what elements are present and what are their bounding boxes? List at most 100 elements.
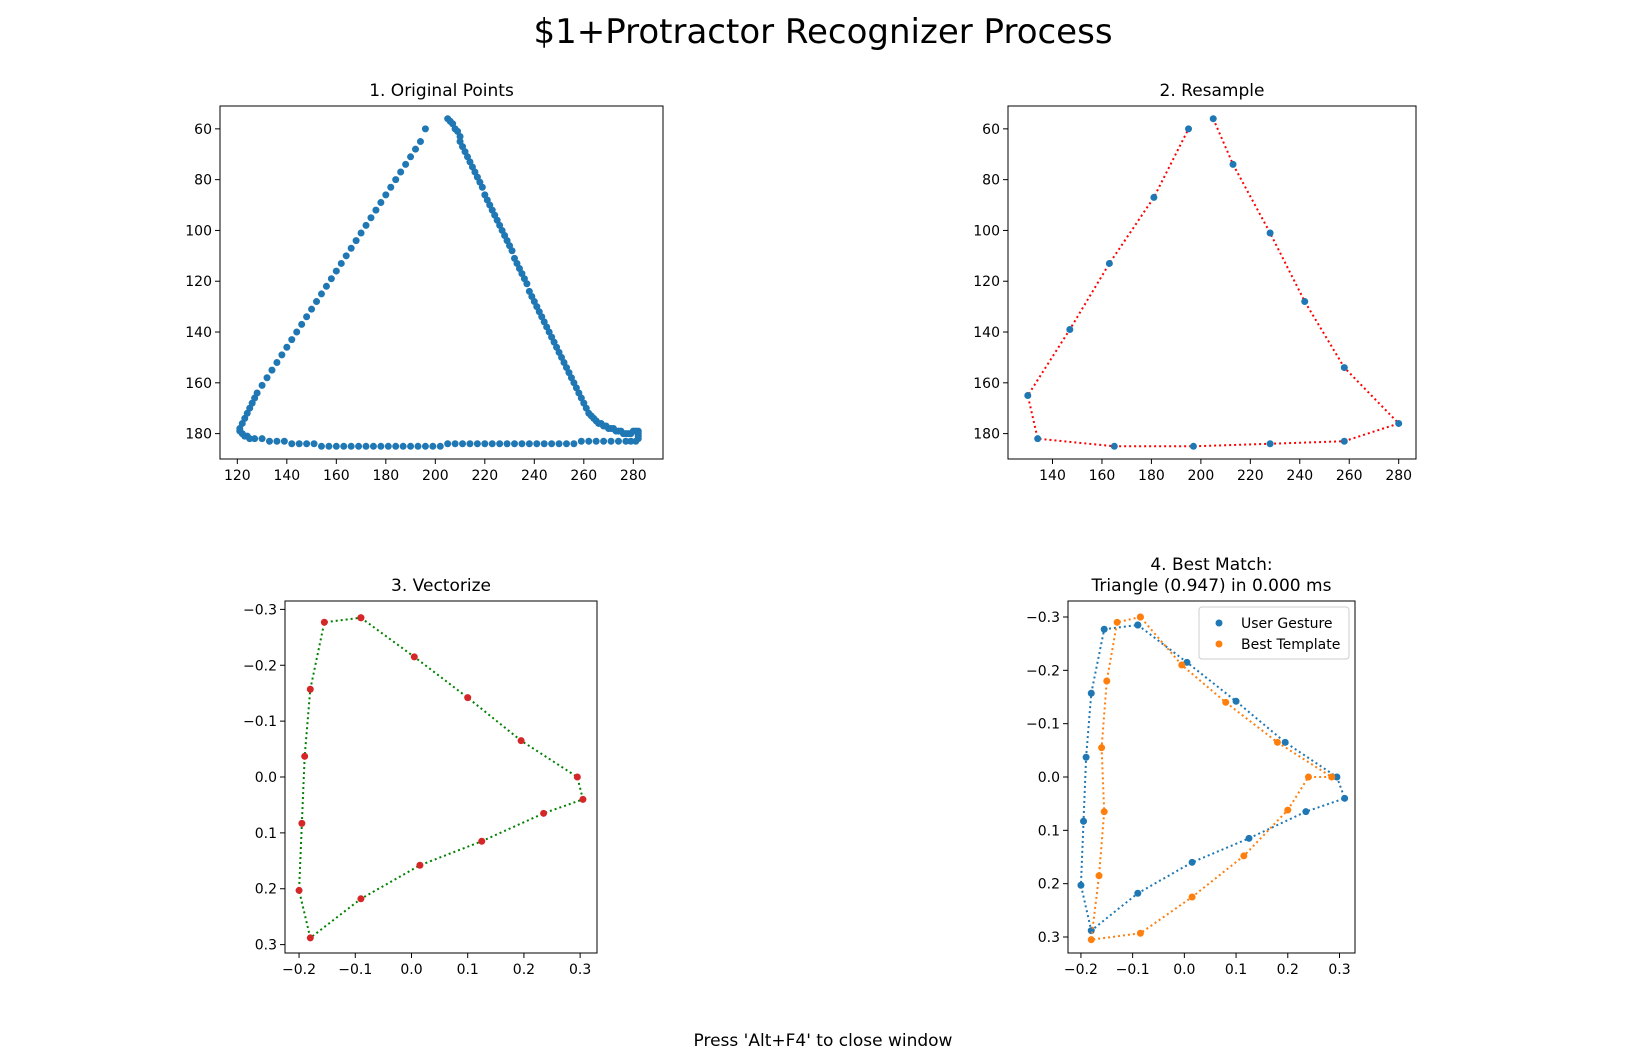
data-point <box>367 214 375 222</box>
y-tick-label: 160 <box>185 376 212 392</box>
y-tick-label: 0.3 <box>1038 930 1060 946</box>
data-point <box>362 442 370 450</box>
data-point <box>1098 744 1106 752</box>
data-point <box>1229 160 1237 168</box>
data-point <box>1189 442 1197 450</box>
data-point <box>377 442 385 450</box>
data-point <box>303 313 311 321</box>
x-tick-label: 0.0 <box>1173 962 1195 978</box>
data-point <box>303 440 311 448</box>
x-tick-label: 280 <box>620 468 647 484</box>
data-point <box>1066 325 1074 333</box>
data-point <box>573 773 581 781</box>
data-point <box>402 160 410 168</box>
data-point <box>310 440 318 448</box>
data-point <box>288 440 296 448</box>
data-point <box>555 440 563 448</box>
data-point <box>265 437 273 445</box>
y-tick-label: −0.1 <box>1026 717 1060 733</box>
data-point <box>308 305 316 313</box>
data-point <box>352 237 360 245</box>
data-point <box>306 934 314 942</box>
x-tick-label: −0.1 <box>1116 962 1150 978</box>
data-point <box>466 440 474 448</box>
subplot-best-match: 4. Best Match:Triangle (0.947) in 0.000 … <box>1026 555 1356 978</box>
data-point <box>253 389 261 397</box>
close-hint: Press 'Alt+F4' to close window <box>693 1031 953 1051</box>
data-point <box>1087 689 1095 697</box>
subplot-title: Triangle (0.947) in 0.000 ms <box>1091 576 1332 596</box>
data-point <box>1024 392 1032 400</box>
data-point <box>478 837 486 845</box>
y-tick-label: 180 <box>973 427 1000 443</box>
x-tick-label: 180 <box>372 468 399 484</box>
plot-area <box>1077 613 1349 944</box>
data-point <box>332 267 340 275</box>
x-tick-label: 0.2 <box>513 962 535 978</box>
data-point <box>387 183 395 191</box>
series-line <box>1026 118 1401 448</box>
data-point <box>1328 773 1336 781</box>
data-point <box>1087 936 1095 944</box>
data-point <box>451 440 459 448</box>
data-point <box>410 653 418 661</box>
data-point <box>372 206 380 214</box>
data-point <box>478 183 486 191</box>
data-point <box>337 259 345 267</box>
data-point <box>508 247 516 255</box>
x-tick-label: 0.0 <box>400 962 422 978</box>
data-point <box>1232 697 1240 705</box>
data-point <box>1240 852 1248 860</box>
data-point <box>540 809 548 817</box>
data-point <box>301 752 309 760</box>
data-point <box>327 275 335 283</box>
y-tick-label: 120 <box>973 274 1000 290</box>
data-point <box>503 440 511 448</box>
data-point <box>607 437 615 445</box>
data-point <box>570 440 578 448</box>
data-point <box>1150 193 1158 201</box>
data-point <box>1301 298 1309 306</box>
x-tick-label: 280 <box>1385 468 1412 484</box>
subplot-original-points: 1. Original Points 120 140 160 180 200 220 240 2… <box>185 81 664 484</box>
x-tick-label: 220 <box>471 468 498 484</box>
data-point <box>347 442 355 450</box>
subplot-title: 1. Original Points <box>369 81 514 101</box>
data-point <box>258 435 266 443</box>
data-point <box>585 437 593 445</box>
data-point <box>1110 442 1118 450</box>
x-tick-label: 260 <box>1336 468 1363 484</box>
x-tick-label: 200 <box>422 468 449 484</box>
data-point <box>518 440 526 448</box>
data-point <box>355 442 363 450</box>
y-tick-label: 0.2 <box>255 882 277 898</box>
data-point <box>399 442 407 450</box>
data-point <box>1341 794 1349 802</box>
legend-marker <box>1215 640 1223 648</box>
data-point <box>414 442 422 450</box>
legend-marker <box>1215 619 1223 627</box>
data-point <box>1105 259 1113 267</box>
x-tick-label: 200 <box>1188 468 1215 484</box>
series-line <box>298 616 585 940</box>
data-point <box>283 343 291 351</box>
data-point <box>1304 773 1312 781</box>
data-point <box>1178 661 1186 669</box>
data-point <box>273 437 281 445</box>
data-point <box>340 442 348 450</box>
data-point <box>251 435 259 443</box>
y-tick-label: −0.3 <box>243 602 277 618</box>
y-tick-label: 100 <box>973 223 1000 239</box>
data-point <box>377 199 385 207</box>
data-point <box>1077 881 1085 889</box>
data-point <box>1103 677 1111 685</box>
plot-area <box>1024 115 1403 450</box>
data-point <box>523 280 531 288</box>
y-tick-label: 0.0 <box>1038 770 1060 786</box>
data-point <box>280 437 288 445</box>
data-point <box>488 440 496 448</box>
axes-frame <box>284 600 598 954</box>
x-tick-label: 0.1 <box>457 962 479 978</box>
data-point <box>293 328 301 336</box>
